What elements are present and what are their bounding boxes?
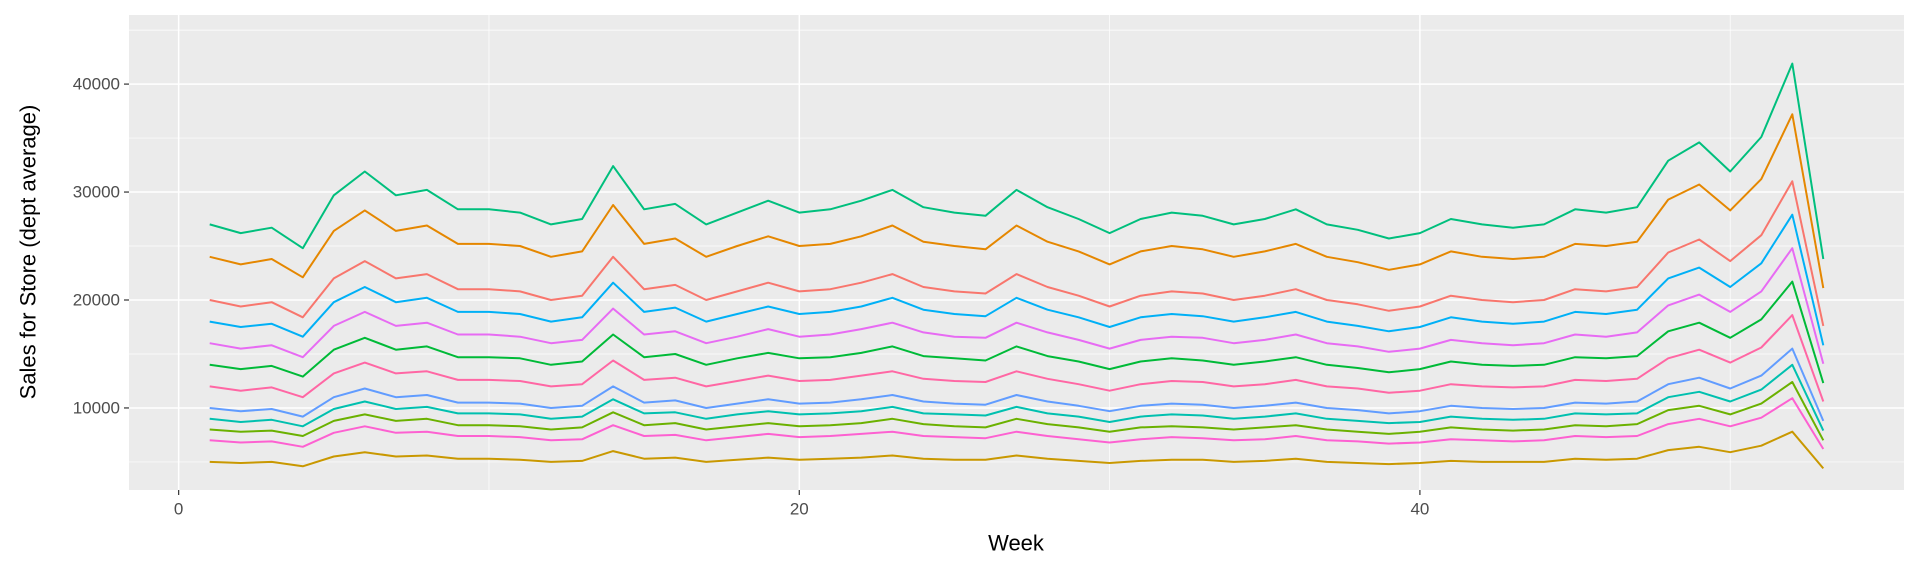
series-line — [209, 62, 1825, 260]
x-tick-label: 40 — [1410, 500, 1429, 519]
x-axis-title: Week — [988, 531, 1045, 556]
y-axis-title: Sales for Store (dept average) — [16, 105, 41, 400]
x-tick-label: 0 — [174, 500, 183, 519]
series-line — [209, 280, 1825, 384]
x-tick-label: 20 — [790, 500, 809, 519]
y-tick-label: 40000 — [73, 75, 120, 94]
series-line — [209, 180, 1825, 327]
series-line — [209, 397, 1825, 450]
lines — [209, 62, 1825, 470]
y-tick-label: 20000 — [73, 291, 120, 310]
series-line — [209, 113, 1825, 289]
series-line — [209, 314, 1825, 402]
series-line — [209, 213, 1825, 346]
y-tick-label: 30000 — [73, 183, 120, 202]
axes: 10000 20000 30000 40000 0 20 40 — [73, 75, 1430, 519]
series-line — [209, 430, 1825, 470]
y-tick-label: 10000 — [73, 398, 120, 417]
series-line — [209, 363, 1825, 432]
series-line — [209, 381, 1825, 441]
series-line — [209, 247, 1825, 364]
panel — [129, 15, 1904, 490]
series-line — [209, 347, 1825, 422]
